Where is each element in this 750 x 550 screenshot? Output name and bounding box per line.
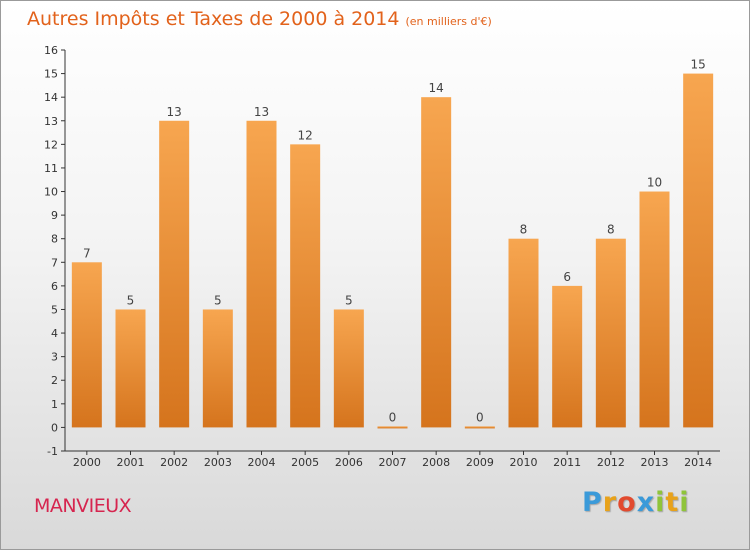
bar <box>552 285 583 428</box>
town-name: MANVIEUX <box>34 495 132 517</box>
bar-value-label: 15 <box>691 58 706 72</box>
bar-value-label: 13 <box>167 105 182 119</box>
bar <box>421 97 452 428</box>
x-tick-label: 2002 <box>160 456 188 469</box>
bar-value-label: 0 <box>389 410 397 424</box>
bar <box>639 191 670 428</box>
logo-letter: i <box>679 487 690 518</box>
chart-data-labels: 7 5 13 5 13 12 5 0 14 0 8 6 8 10 15 <box>83 58 706 425</box>
y-tick-label: 15 <box>44 68 58 81</box>
y-tick-label: 1 <box>51 398 58 411</box>
chart-bars <box>71 73 714 429</box>
y-tick-label: 3 <box>51 351 58 364</box>
bar <box>115 309 146 428</box>
bar <box>290 144 321 428</box>
y-tick-label: 12 <box>44 138 58 151</box>
bar <box>377 426 408 429</box>
y-tick-label: 16 <box>44 44 58 57</box>
x-tick-label: 2012 <box>597 456 625 469</box>
y-tick-label: 10 <box>44 186 58 199</box>
bar <box>508 238 539 428</box>
y-tick-label: 5 <box>51 303 58 316</box>
bar <box>595 238 626 428</box>
bar-value-label: 6 <box>563 270 571 284</box>
y-tick-label: 7 <box>51 256 58 269</box>
bar-value-label: 14 <box>429 81 444 95</box>
x-tick-label: 2009 <box>466 456 494 469</box>
y-tick-label: 6 <box>51 280 58 293</box>
bar <box>159 120 190 428</box>
x-tick-label: 2014 <box>684 456 712 469</box>
x-tick-label: 2006 <box>335 456 363 469</box>
bar <box>333 309 364 428</box>
bar-value-label: 0 <box>476 410 484 424</box>
bar-value-label: 10 <box>647 176 662 190</box>
logo-letter: P <box>582 487 603 518</box>
bar-value-label: 8 <box>520 223 528 237</box>
chart-title-text: Autres Impôts et Taxes de 2000 à 2014 <box>27 8 400 30</box>
y-tick-label: 2 <box>51 374 58 387</box>
bar <box>464 426 495 429</box>
y-tick-label: 4 <box>51 327 58 340</box>
x-tick-label: 2007 <box>379 456 407 469</box>
bar-value-label: 7 <box>83 246 91 260</box>
logo-letter: i <box>655 487 666 518</box>
logo-letter: r <box>602 487 618 518</box>
bar <box>202 309 233 428</box>
x-tick-label: 2013 <box>641 456 669 469</box>
logo-letter: o <box>617 487 637 518</box>
bar-value-label: 13 <box>254 105 269 119</box>
chart-x-ticks: 2000 2001 2002 2003 2004 2005 2006 2007 2008 2009… <box>73 451 712 469</box>
bar-value-label: 5 <box>127 293 135 307</box>
bar <box>71 262 102 428</box>
bar <box>683 73 714 428</box>
bar <box>246 120 277 428</box>
x-tick-label: 2010 <box>510 456 538 469</box>
chart-subtitle: (en milliers d'€) <box>405 15 492 28</box>
x-tick-label: 2008 <box>422 456 450 469</box>
bar-value-label: 12 <box>298 128 313 142</box>
logo-letter: x <box>636 487 656 518</box>
y-tick-label: 14 <box>44 91 58 104</box>
y-tick-label: 11 <box>44 162 58 175</box>
bar-value-label: 8 <box>607 223 615 237</box>
x-tick-label: 2011 <box>553 456 581 469</box>
y-tick-label: 0 <box>51 421 58 434</box>
proxiti-logo[interactable]: Proxiti <box>582 487 690 518</box>
x-tick-label: 2005 <box>291 456 319 469</box>
logo-letter: t <box>665 487 680 518</box>
x-tick-label: 2004 <box>248 456 276 469</box>
x-tick-label: 2003 <box>204 456 232 469</box>
y-tick-label: 13 <box>44 115 58 128</box>
chart-title: Autres Impôts et Taxes de 2000 à 2014 (en… <box>27 8 492 30</box>
y-tick-label: -1 <box>47 445 58 458</box>
x-tick-label: 2001 <box>117 456 145 469</box>
bar-value-label: 5 <box>345 293 353 307</box>
x-tick-label: 2000 <box>73 456 101 469</box>
y-tick-label: 8 <box>51 233 58 246</box>
y-tick-label: 9 <box>51 209 58 222</box>
bar-value-label: 5 <box>214 293 222 307</box>
